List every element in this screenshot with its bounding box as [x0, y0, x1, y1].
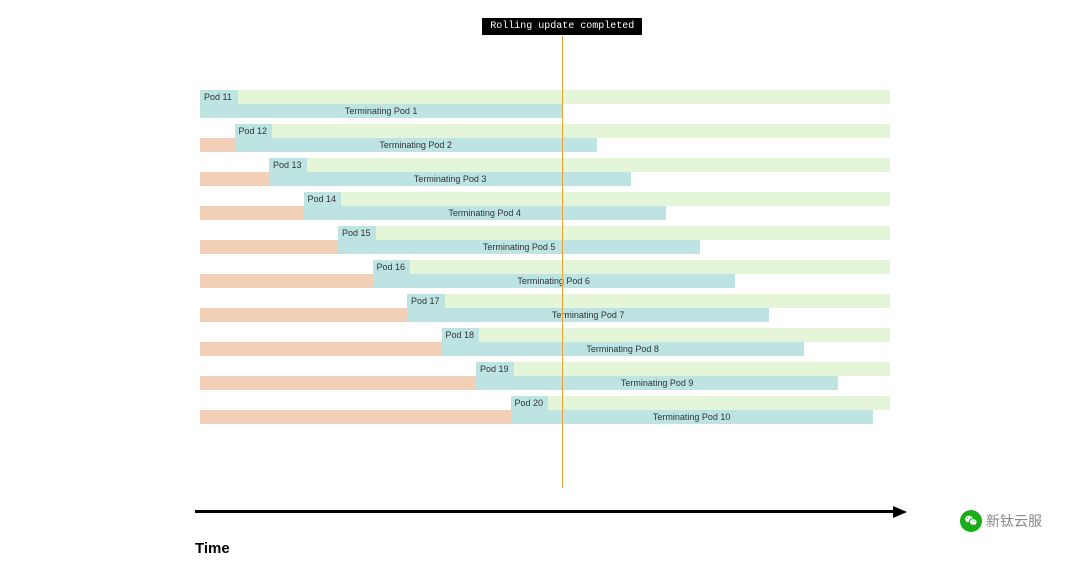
terminating-row: Terminating Pod 5	[200, 240, 890, 254]
terminating-label: Terminating Pod 6	[373, 276, 735, 286]
pending-segment	[200, 172, 269, 186]
new-pod-label: Pod 14	[304, 194, 337, 204]
wechat-icon	[960, 510, 982, 532]
new-pod-label: Pod 20	[511, 398, 544, 408]
running-row: Pod 19	[200, 362, 890, 376]
running-row: Pod 15	[200, 226, 890, 240]
terminating-row: Terminating Pod 3	[200, 172, 890, 186]
running-segment	[269, 158, 890, 172]
running-segment	[304, 192, 891, 206]
terminating-segment: Terminating Pod 10	[511, 410, 873, 424]
running-segment	[200, 90, 890, 104]
running-row: Pod 11	[200, 90, 890, 104]
new-pod-label-segment: Pod 15	[338, 226, 376, 240]
terminating-label: Terminating Pod 1	[200, 106, 562, 116]
terminating-row: Terminating Pod 6	[200, 274, 890, 288]
terminating-label: Terminating Pod 7	[407, 310, 769, 320]
new-pod-label: Pod 12	[235, 126, 268, 136]
running-row: Pod 18	[200, 328, 890, 342]
new-pod-label-segment: Pod 16	[373, 260, 411, 274]
terminating-label: Terminating Pod 3	[269, 174, 631, 184]
running-segment	[476, 362, 890, 376]
new-pod-label-segment: Pod 18	[442, 328, 480, 342]
new-pod-label: Pod 18	[442, 330, 475, 340]
new-pod-label: Pod 17	[407, 296, 440, 306]
running-segment	[511, 396, 891, 410]
new-pod-label: Pod 15	[338, 228, 371, 238]
terminating-row: Terminating Pod 1	[200, 104, 890, 118]
terminating-label: Terminating Pod 4	[304, 208, 666, 218]
new-pod-label-segment: Pod 19	[476, 362, 514, 376]
time-axis-arrow	[893, 506, 907, 518]
running-row: Pod 13	[200, 158, 890, 172]
pending-segment	[200, 376, 476, 390]
running-row: Pod 20	[200, 396, 890, 410]
terminating-label: Terminating Pod 8	[442, 344, 804, 354]
pending-segment	[200, 274, 373, 288]
new-pod-label-segment: Pod 14	[304, 192, 342, 206]
completion-marker-line	[562, 36, 563, 488]
pending-segment	[200, 308, 407, 322]
pending-segment	[200, 410, 511, 424]
pending-segment	[200, 138, 235, 152]
running-segment	[442, 328, 891, 342]
watermark-text: 新钛云服	[986, 511, 1042, 531]
time-axis-label: Time	[195, 540, 230, 557]
pending-segment	[200, 342, 442, 356]
new-pod-label-segment: Pod 12	[235, 124, 273, 138]
terminating-row: Terminating Pod 4	[200, 206, 890, 220]
terminating-label: Terminating Pod 5	[338, 242, 700, 252]
terminating-segment: Terminating Pod 5	[338, 240, 700, 254]
terminating-row: Terminating Pod 8	[200, 342, 890, 356]
terminating-segment: Terminating Pod 7	[407, 308, 769, 322]
pending-segment	[200, 240, 338, 254]
new-pod-label-segment: Pod 13	[269, 158, 307, 172]
terminating-segment: Terminating Pod 8	[442, 342, 804, 356]
running-row: Pod 17	[200, 294, 890, 308]
terminating-row: Terminating Pod 7	[200, 308, 890, 322]
running-row: Pod 16	[200, 260, 890, 274]
terminating-row: Terminating Pod 9	[200, 376, 890, 390]
new-pod-label: Pod 11	[200, 92, 232, 102]
terminating-segment: Terminating Pod 2	[235, 138, 597, 152]
running-segment	[373, 260, 891, 274]
pending-segment	[200, 206, 304, 220]
terminating-segment: Terminating Pod 9	[476, 376, 838, 390]
time-axis-line	[195, 510, 895, 513]
terminating-row: Terminating Pod 2	[200, 138, 890, 152]
terminating-segment: Terminating Pod 4	[304, 206, 666, 220]
terminating-segment: Terminating Pod 6	[373, 274, 735, 288]
terminating-label: Terminating Pod 9	[476, 378, 838, 388]
terminating-row: Terminating Pod 10	[200, 410, 890, 424]
running-segment	[407, 294, 890, 308]
terminating-label: Terminating Pod 2	[235, 140, 597, 150]
terminating-segment: Terminating Pod 3	[269, 172, 631, 186]
new-pod-label: Pod 16	[373, 262, 406, 272]
running-row: Pod 14	[200, 192, 890, 206]
running-row: Pod 12	[200, 124, 890, 138]
watermark: 新钛云服	[960, 510, 1042, 532]
new-pod-label: Pod 13	[269, 160, 302, 170]
new-pod-label: Pod 19	[476, 364, 509, 374]
terminating-segment: Terminating Pod 1	[200, 104, 562, 118]
gantt-chart: Pod 11 Terminating Pod 1 Pod 12 Terminating…	[200, 90, 890, 490]
new-pod-label-segment: Pod 17	[407, 294, 445, 308]
terminating-label: Terminating Pod 10	[511, 412, 873, 422]
completion-marker-label: Rolling update completed	[482, 18, 642, 35]
new-pod-label-segment: Pod 20	[511, 396, 549, 410]
running-segment	[338, 226, 890, 240]
new-pod-label-segment: Pod 11	[200, 90, 238, 104]
